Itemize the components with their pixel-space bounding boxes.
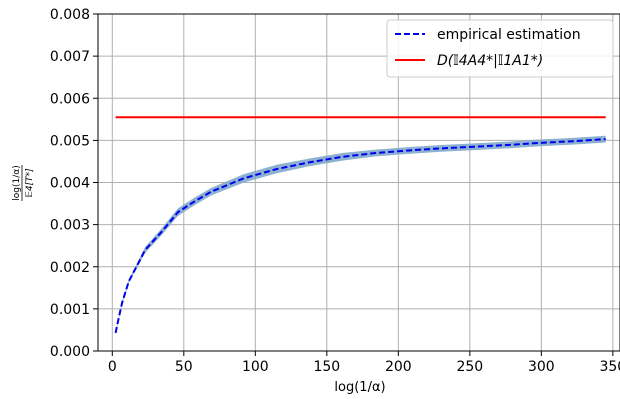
y-axis-label-numerator: log(1/α): [12, 165, 22, 200]
x-axis-label: log(1/α): [334, 380, 385, 395]
legend-label-empirical: empirical estimation: [437, 27, 581, 43]
x-tick-label: 0: [108, 359, 117, 375]
y-tick-label: 0.008: [50, 7, 90, 23]
x-tick-label: 300: [528, 359, 555, 375]
y-axis-label: log(1/α) 𝔼4[T*]: [12, 165, 35, 201]
x-tick-label: 150: [313, 359, 340, 375]
x-tick-label: 100: [242, 359, 269, 375]
x-tick-label: 50: [175, 359, 193, 375]
y-tick-label: 0.006: [50, 91, 90, 107]
y-tick-label: 0.007: [50, 49, 90, 65]
y-axis-ticks: 0.000 0.001 0.002 0.003 0.004 0.005 0.006 0.007…: [50, 7, 98, 360]
y-tick-label: 0.004: [50, 176, 90, 192]
y-tick-label: 0.005: [50, 133, 90, 149]
y-tick-label: 0.000: [50, 344, 90, 360]
series-lines: [114, 116, 606, 334]
x-tick-label: 200: [385, 359, 412, 375]
legend: empirical estimation D(𝕀4A4*|𝕀1A1*): [386, 19, 614, 78]
y-tick-label: 0.001: [50, 302, 90, 318]
legend-label-theoretical: D(𝕀4A4*|𝕀1A1*): [437, 53, 543, 69]
empirical-estimation-line: [114, 138, 606, 334]
legend-box: [386, 19, 614, 78]
x-tick-label: 350: [599, 359, 620, 375]
x-axis-ticks: 0 50 100 150 200 250 300 350: [108, 351, 620, 375]
y-tick-label: 0.003: [50, 218, 90, 234]
x-tick-label: 250: [456, 359, 483, 375]
y-tick-label: 0.002: [50, 260, 90, 276]
y-axis-label-denominator: 𝔼4[T*]: [25, 168, 35, 198]
